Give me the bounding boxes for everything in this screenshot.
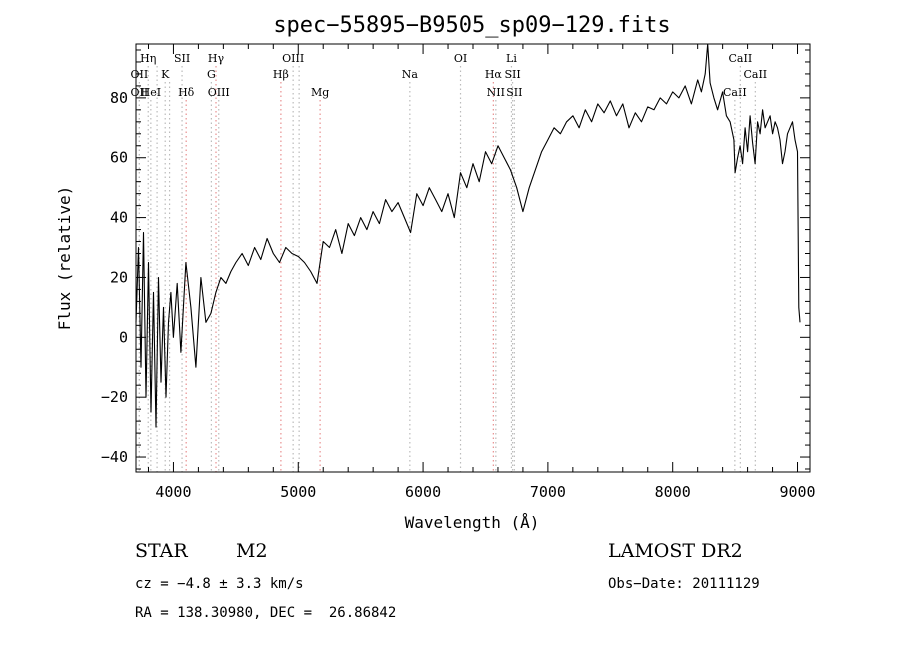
plot-frame	[135, 43, 811, 473]
chart-title: spec−55895−B9505_sp09−129.fits	[273, 13, 670, 38]
y-tick-label: 40	[110, 209, 128, 227]
survey-name: LAMOST DR2	[608, 540, 743, 562]
x-tick-label: 6000	[405, 483, 441, 501]
x-axis: 4000 5000 6000 7000 8000 9000	[147, 44, 816, 501]
x-tick-label: 7000	[530, 483, 566, 501]
line-label: OIII	[282, 52, 304, 65]
y-tick-label: 20	[110, 268, 128, 286]
line-label: Hγ	[208, 52, 225, 65]
sky-coordinates: RA = 138.30980, DEC = 26.86842	[135, 605, 397, 621]
line-label: OII	[131, 68, 149, 81]
object-type: STAR	[135, 540, 188, 562]
observation-date: Obs−Date: 20111129	[608, 576, 760, 592]
line-label: CaII	[743, 68, 767, 81]
line-label: OI	[454, 52, 467, 65]
object-subclass: M2	[236, 540, 268, 562]
y-tick-label: −40	[101, 448, 128, 466]
y-axis-label: Flux (relative)	[55, 186, 74, 331]
line-label: Hβ	[273, 68, 289, 81]
redshift-velocity: cz = −4.8 ± 3.3 km/s	[135, 576, 304, 592]
y-axis: −40 −20 0 20 40 60 80	[101, 49, 810, 470]
line-label: G	[207, 68, 216, 81]
y-tick-label: 60	[110, 149, 128, 167]
spectrum-chart: spec−55895−B9505_sp09−129.fits OII OII Hη H…	[55, 13, 816, 532]
line-label: Na	[402, 68, 419, 81]
line-label: Mg	[311, 86, 329, 99]
x-tick-label: 5000	[280, 483, 316, 501]
x-tick-label: 4000	[155, 483, 191, 501]
line-label: CaII	[723, 86, 747, 99]
line-label: K	[161, 68, 170, 81]
line-label: Hδ	[178, 86, 195, 99]
line-label: HeI	[141, 86, 161, 99]
line-label: Hα	[485, 68, 503, 81]
spectrum-line	[135, 43, 801, 428]
y-tick-label: 0	[119, 328, 128, 346]
y-tick-label: 80	[110, 89, 128, 107]
line-label: OII	[131, 86, 149, 99]
line-label: SII	[506, 86, 522, 99]
x-tick-label: 9000	[779, 483, 815, 501]
line-label: Hη	[140, 52, 156, 65]
x-tick-label: 8000	[655, 483, 691, 501]
spectrum-series	[135, 43, 801, 428]
line-label: SII	[174, 52, 190, 65]
line-label: Li	[506, 52, 517, 65]
line-label: SII	[504, 68, 520, 81]
line-label: NII	[487, 86, 505, 99]
line-label: OIII	[208, 86, 230, 99]
x-axis-label: Wavelength (Å)	[405, 513, 540, 532]
line-label: CaII	[729, 52, 753, 65]
y-tick-label: −20	[101, 388, 128, 406]
